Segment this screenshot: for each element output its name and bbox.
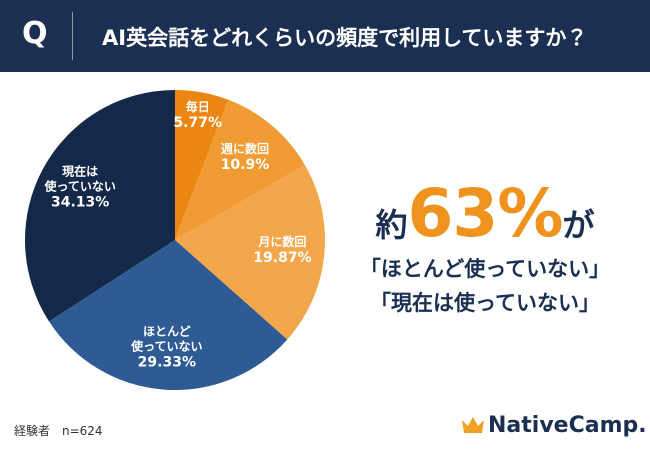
- title: AI英会話をどれくらいの頻度で利用していますか？: [102, 26, 588, 50]
- brand-logo: NativeCamp.: [488, 413, 647, 438]
- callout-line: 「現在は使っていない」: [370, 291, 600, 315]
- callout-prefix: 約: [375, 206, 408, 244]
- slice-label: ほとんど 使っていない 29.33%: [131, 324, 202, 372]
- pie-slice: [25, 90, 175, 322]
- value-label: 10.9%: [220, 156, 270, 173]
- footer: 経験者 n=624: [14, 424, 103, 438]
- callout-line: 約63%が: [345, 175, 625, 252]
- value-label: 5.77%: [173, 114, 222, 131]
- header: Q AI英会話をどれくらいの頻度で利用していますか？: [0, 0, 650, 72]
- category-label: 毎日: [185, 99, 210, 114]
- pie-slice: [175, 99, 305, 240]
- slice-label: 現在は 使っていない 34.13%: [44, 165, 115, 213]
- slice-label: 週に数回 10.9%: [221, 141, 270, 174]
- logo-icon: [462, 417, 484, 433]
- slice-label: 毎日 5.77%: [173, 100, 222, 133]
- value-label: 29.33%: [137, 353, 196, 370]
- pie-chart: [25, 90, 325, 390]
- category-label: 週に数回: [220, 141, 269, 156]
- callout-highlight: 63%: [407, 175, 564, 252]
- category-label: 現在は 使っていない: [44, 164, 116, 194]
- value-label: 34.13%: [50, 194, 110, 211]
- callout-suffix: が: [562, 206, 595, 244]
- separator: [72, 12, 73, 60]
- pie-slice: [175, 90, 229, 240]
- value-label: 19.87%: [253, 249, 312, 266]
- category-label: ほとんど 使っていない: [131, 323, 203, 353]
- pie-slice: [175, 165, 325, 340]
- callout: 約63%が 「ほとんど使っていない」 「現在は使っていない」: [345, 175, 625, 320]
- slice-label: 月に数回 19.87%: [253, 235, 311, 268]
- callout-line: 「ほとんど使っていない」: [359, 257, 611, 281]
- question-mark: Q: [22, 16, 48, 51]
- pie-slice: [49, 240, 288, 390]
- category-label: 月に数回: [258, 234, 307, 249]
